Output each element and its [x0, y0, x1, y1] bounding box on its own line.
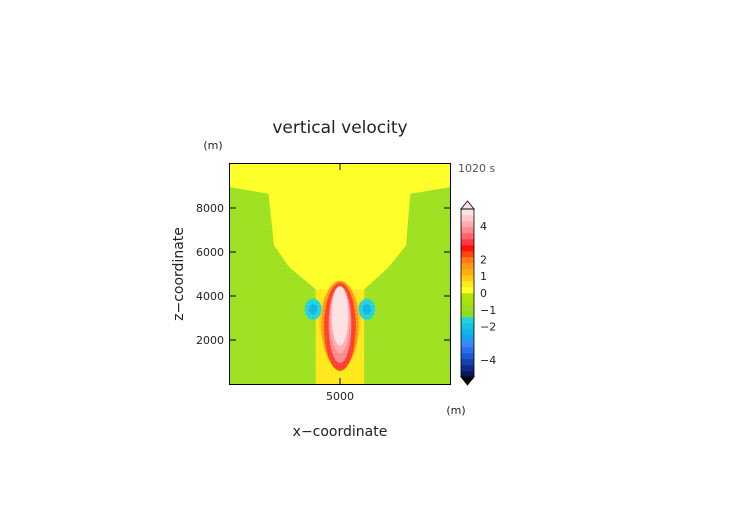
x-axis: 5000 [326, 164, 354, 403]
colorbar-swatch [461, 233, 474, 240]
colorbar-swatch [461, 257, 474, 264]
time-label: 1020 s [458, 162, 495, 175]
colorbar-swatch [461, 359, 474, 366]
colorbar-tick-label: 0 [480, 287, 487, 300]
x-axis-label: x−coordinate [293, 424, 388, 440]
colorbar-swatch [461, 341, 474, 348]
plot-area [230, 164, 450, 384]
colorbar-swatch [461, 353, 474, 360]
colorbar-swatch [461, 245, 474, 252]
colorbar-swatch [461, 299, 474, 306]
colorbar-tick-label: 2 [480, 253, 487, 266]
colorbar-frame [460, 208, 475, 378]
colorbar-tick-label: 4 [480, 220, 487, 233]
y-tick-label: 6000 [196, 246, 224, 259]
colorbar-tick-label: −1 [480, 304, 496, 317]
y-axis-label: z−coordinate [171, 227, 187, 321]
y-axis: 2000 4000 6000 8000 [196, 202, 450, 347]
colorbar-swatch [461, 293, 474, 300]
colorbar-swatch [461, 329, 474, 336]
colorbar-swatch [461, 251, 474, 258]
colorbar-swatch [461, 323, 474, 330]
colorbar-tick-label: −2 [480, 321, 496, 334]
colorbar: 4 2 1 0 −1 −2 −4 [460, 200, 496, 386]
colorbar-swatch [461, 335, 474, 342]
chart-title: vertical velocity [272, 118, 407, 138]
colorbar-swatch [461, 311, 474, 318]
colorbar-min-arrow [460, 376, 475, 386]
colorbar-swatch [461, 371, 474, 378]
colorbar-swatch [461, 263, 474, 270]
y-tick-label: 4000 [196, 290, 224, 303]
colorbar-tick-label: 1 [480, 270, 487, 283]
colorbar-swatch [461, 305, 474, 312]
plot-frame [229, 163, 451, 385]
colorbar-swatch [461, 269, 474, 276]
y-unit-label: (m) [203, 139, 222, 152]
y-tick-label: 8000 [196, 202, 224, 215]
colorbar-swatch [461, 347, 474, 354]
colorbar-swatch [461, 317, 474, 324]
colorbar-swatch [461, 275, 474, 282]
colorbar-swatch [461, 227, 474, 234]
x-tick-label: 5000 [326, 390, 354, 403]
x-unit-label: (m) [446, 404, 465, 417]
colorbar-max-arrow [460, 200, 475, 210]
colorbar-swatch [461, 365, 474, 372]
colorbar-swatch [461, 221, 474, 228]
grid-texture [230, 164, 450, 384]
colorbar-swatch [461, 215, 474, 222]
colorbar-swatch [461, 239, 474, 246]
colorbar-tick-label: −4 [480, 354, 496, 367]
colorbar-swatch [461, 209, 474, 216]
colorbar-swatch [461, 281, 474, 288]
colorbar-swatch [461, 287, 474, 294]
y-tick-label: 2000 [196, 334, 224, 347]
